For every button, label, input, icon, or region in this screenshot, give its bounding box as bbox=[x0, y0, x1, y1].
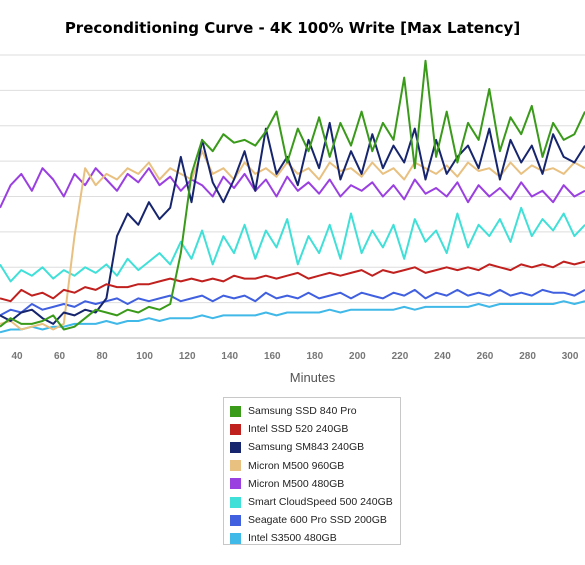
legend-swatch bbox=[230, 405, 241, 417]
legend-label: Smart CloudSpeed 500 240GB bbox=[248, 496, 393, 509]
legend-item[interactable]: Intel SSD 520 240GB bbox=[230, 420, 400, 438]
x-tick-label: 160 bbox=[264, 351, 281, 362]
x-tick-label: 120 bbox=[179, 351, 196, 362]
series-line-seagate-600-pro-ssd-200gb[interactable] bbox=[0, 288, 585, 317]
series-line-micron-m500-480gb[interactable] bbox=[0, 167, 585, 209]
legend-label: Samsung SM843 240GB bbox=[248, 441, 365, 454]
legend-label: Intel S3500 480GB bbox=[248, 532, 337, 545]
legend-label: Micron M500 480GB bbox=[248, 477, 345, 490]
x-tick-label: 60 bbox=[54, 351, 66, 362]
legend-item[interactable]: Smart CloudSpeed 500 240GB bbox=[230, 493, 400, 511]
legend-swatch bbox=[230, 441, 241, 453]
series-line-smart-cloudspeed-500-240gb[interactable] bbox=[0, 206, 585, 283]
legend-swatch bbox=[230, 460, 241, 472]
legend-label: Samsung SSD 840 Pro bbox=[248, 405, 357, 418]
legend-item[interactable]: Seagate 600 Pro SSD 200GB bbox=[230, 511, 400, 529]
x-tick-label: 40 bbox=[11, 351, 23, 362]
series-line-intel-s3500-480gb[interactable] bbox=[0, 300, 585, 334]
series-layer bbox=[0, 59, 585, 334]
legend-item[interactable]: Micron M500 480GB bbox=[230, 475, 400, 493]
legend-label: Micron M500 960GB bbox=[248, 459, 345, 472]
legend-label: Seagate 600 Pro SSD 200GB bbox=[248, 514, 387, 527]
x-tick-label: 80 bbox=[97, 351, 109, 362]
legend-swatch bbox=[230, 532, 241, 544]
series-line-intel-ssd-520-240gb[interactable] bbox=[0, 260, 585, 303]
x-tick-label: 100 bbox=[136, 351, 153, 362]
legend-item[interactable]: Samsung SSD 840 Pro bbox=[230, 402, 400, 420]
legend-swatch bbox=[230, 423, 241, 435]
legend-label: Intel SSD 520 240GB bbox=[248, 423, 349, 436]
x-tick-label: 180 bbox=[306, 351, 323, 362]
x-tick-label: 280 bbox=[519, 351, 536, 362]
legend-swatch bbox=[230, 496, 241, 508]
x-tick-label: 220 bbox=[392, 351, 409, 362]
series-line-samsung-ssd-840-pro[interactable] bbox=[0, 59, 585, 331]
x-axis-label: Minutes bbox=[289, 370, 336, 385]
x-tick-label: 240 bbox=[434, 351, 451, 362]
x-tick-label: 200 bbox=[349, 351, 366, 362]
x-tick-label: 140 bbox=[221, 351, 238, 362]
legend-swatch bbox=[230, 478, 241, 490]
grid-layer bbox=[0, 54, 585, 339]
chart-title: Preconditioning Curve - 4K 100% Write [M… bbox=[64, 19, 521, 37]
x-tick-label: 260 bbox=[477, 351, 494, 362]
legend-item[interactable]: Intel S3500 480GB bbox=[230, 529, 400, 547]
x-axis: 40 60 80 100 120 140 160 180 200 220 240 260 280 300 bbox=[0, 337, 585, 362]
x-tick-label: 300 bbox=[562, 351, 579, 362]
legend-swatch bbox=[230, 514, 241, 526]
legend-item[interactable]: Micron M500 960GB bbox=[230, 457, 400, 475]
legend: Samsung SSD 840 Pro Intel SSD 520 240GB … bbox=[223, 397, 401, 545]
legend-item[interactable]: Samsung SM843 240GB bbox=[230, 438, 400, 456]
